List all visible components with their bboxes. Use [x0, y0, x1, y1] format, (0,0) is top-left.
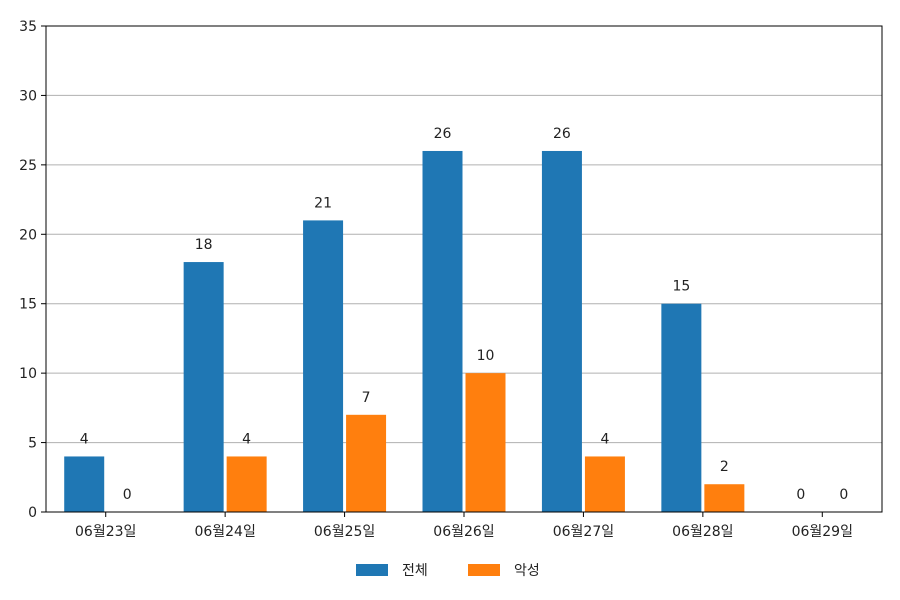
- data-label: 0: [796, 487, 805, 503]
- y-tick-label: 30: [19, 88, 37, 104]
- legend-label: 악성: [514, 563, 540, 579]
- x-tick-label: 06월26일: [433, 524, 494, 540]
- data-label: 21: [314, 195, 332, 211]
- data-label: 15: [672, 279, 690, 295]
- y-tick-label: 10: [19, 366, 37, 382]
- legend-swatch: [356, 564, 388, 576]
- x-tick-label: 06월29일: [792, 524, 853, 540]
- y-tick-label: 35: [19, 19, 37, 35]
- y-axis: 0 5 10 15 20 25 30 35: [19, 19, 46, 521]
- plot-frame: [45, 25, 883, 513]
- bar-malicious: [226, 456, 267, 512]
- data-label: 0: [123, 487, 132, 503]
- x-tick-label: 06월27일: [553, 524, 614, 540]
- y-tick-label: 0: [28, 505, 37, 521]
- bar-total: [64, 456, 105, 512]
- data-labels: 4 0 18 4 21 7 26 10 26 4 15 2 0 0: [80, 126, 848, 503]
- data-label: 4: [600, 431, 609, 447]
- bar-malicious: [346, 414, 387, 512]
- data-label: 26: [434, 126, 452, 142]
- x-tick-label: 06월28일: [672, 524, 733, 540]
- bar-malicious: [704, 484, 745, 512]
- y-tick-label: 15: [19, 297, 37, 313]
- legend-label: 전체: [402, 563, 428, 579]
- bar-total: [422, 150, 463, 512]
- data-label: 10: [477, 348, 495, 364]
- data-label: 7: [362, 390, 371, 406]
- bar-total: [661, 303, 702, 512]
- data-label: 4: [80, 431, 89, 447]
- data-label: 18: [195, 237, 213, 253]
- data-label: 26: [553, 126, 571, 142]
- y-tick-label: 5: [28, 436, 37, 452]
- bar-total: [541, 150, 582, 512]
- data-label: 0: [839, 487, 848, 503]
- legend-swatch: [468, 564, 500, 576]
- x-axis: 06월23일 06월24일 06월25일 06월26일 06월27일 06월28일 06월2…: [75, 512, 853, 540]
- data-label: 4: [242, 431, 251, 447]
- x-tick-label: 06월23일: [75, 524, 136, 540]
- bar-malicious: [465, 373, 506, 512]
- legend: 전체 악성: [356, 563, 540, 579]
- y-tick-label: 25: [19, 158, 37, 174]
- bar-total: [183, 262, 224, 512]
- x-tick-label: 06월24일: [194, 524, 255, 540]
- grid-lines: [46, 94, 882, 444]
- x-tick-label: 06월25일: [314, 524, 375, 540]
- data-label: 2: [720, 459, 729, 475]
- bar-malicious: [584, 456, 625, 512]
- y-tick-label: 20: [19, 227, 37, 243]
- bar-total: [303, 220, 344, 512]
- bars: [64, 150, 745, 512]
